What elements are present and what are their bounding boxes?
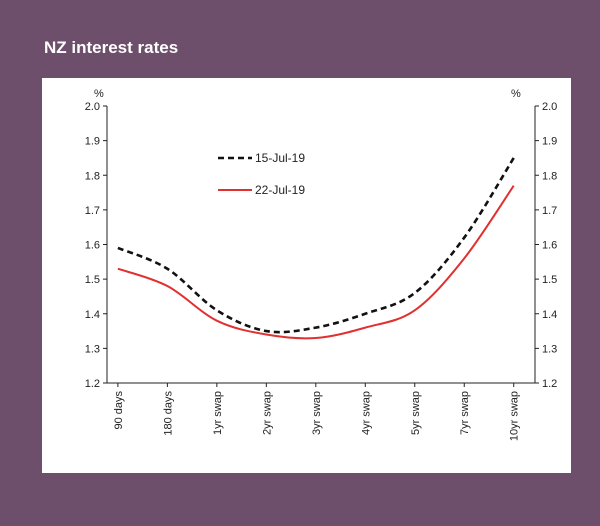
right-y-tick-label: 1.5	[542, 274, 557, 286]
right-y-tick-label: 1.4	[542, 309, 557, 321]
x-tick-label: 3yr swap	[311, 391, 323, 435]
left-y-tick-label: 1.9	[85, 136, 100, 148]
right-y-tick-label: 1.6	[542, 240, 557, 252]
x-tick-label: 4yr swap	[360, 391, 372, 435]
x-tick-label: 10yr swap	[509, 391, 521, 441]
right-y-tick-label: 1.3	[542, 343, 557, 355]
legend-label-1: 15-Jul-19	[255, 151, 305, 165]
x-tick-label: 2yr swap	[261, 391, 273, 435]
x-tick-label: 5yr swap	[410, 391, 422, 435]
right-y-tick-label: 2.0	[542, 101, 557, 113]
left-y-tick-label: 1.8	[85, 170, 100, 182]
right-y-tick-label: 1.8	[542, 170, 557, 182]
left-y-tick-label: 1.6	[85, 240, 100, 252]
left-y-tick-label: 1.2	[85, 378, 100, 390]
right-y-tick-label: 1.7	[542, 205, 557, 217]
chart-title: NZ interest rates	[44, 38, 179, 57]
left-y-tick-label: 1.4	[85, 309, 100, 321]
right-y-tick-label: 1.9	[542, 136, 557, 148]
left-y-unit: %	[94, 88, 104, 100]
series-line-1	[117, 157, 515, 334]
x-tick-label: 180 days	[162, 391, 174, 436]
x-tick-label: 90 days	[113, 391, 125, 430]
series-line-2	[117, 185, 515, 340]
right-y-unit: %	[511, 88, 521, 100]
plot-panel	[42, 78, 571, 473]
x-tick-label: 7yr swap	[459, 391, 471, 435]
right-y-tick-label: 1.2	[542, 378, 557, 390]
x-tick-label: 1yr swap	[212, 391, 224, 435]
left-y-tick-label: 1.5	[85, 274, 100, 286]
legend-label-2: 22-Jul-19	[255, 183, 305, 197]
left-y-tick-label: 2.0	[85, 101, 100, 113]
left-y-tick-label: 1.7	[85, 205, 100, 217]
left-y-tick-label: 1.3	[85, 343, 100, 355]
